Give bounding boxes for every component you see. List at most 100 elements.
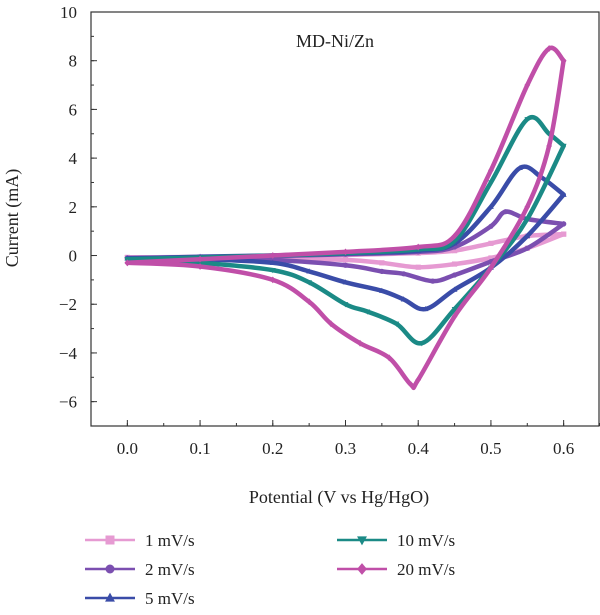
- data-point: [306, 268, 313, 274]
- y-tick-label: 6: [69, 100, 78, 119]
- x-tick-label: 0.3: [335, 439, 356, 458]
- data-point: [386, 354, 392, 362]
- y-tick-label: 8: [69, 52, 78, 71]
- data-point: [488, 240, 494, 246]
- legend-label: 1 mV/s: [145, 531, 195, 550]
- legend-marker: [357, 563, 367, 575]
- data-point: [524, 232, 531, 239]
- data-point: [364, 309, 371, 315]
- cathodic-curve: [125, 143, 566, 346]
- data-point: [197, 263, 203, 270]
- data-point: [561, 231, 567, 237]
- data-point: [524, 245, 530, 251]
- x-tick-label: 0.4: [408, 439, 430, 458]
- data-point: [488, 203, 494, 209]
- chart-annotation: MD-Ni/Zn: [296, 31, 374, 51]
- data-point: [488, 180, 494, 186]
- data-point: [560, 191, 567, 197]
- data-point: [560, 57, 567, 65]
- data-point: [342, 302, 349, 308]
- data-point: [561, 221, 567, 227]
- legend-label: 20 mV/s: [397, 560, 455, 579]
- legend-label: 2 mV/s: [145, 560, 195, 579]
- data-point: [488, 166, 494, 174]
- data-point: [451, 286, 458, 292]
- y-tick-label: 4: [69, 149, 78, 168]
- legend-label: 5 mV/s: [145, 589, 195, 608]
- data-point: [357, 339, 363, 347]
- data-point: [451, 272, 458, 278]
- x-tick-label: 0.5: [480, 439, 501, 458]
- x-tick-label: 0.1: [189, 439, 210, 458]
- y-tick-label: 2: [69, 198, 78, 217]
- anodic-curve: [125, 45, 566, 266]
- data-point: [488, 223, 494, 229]
- anodic-curve: [125, 164, 566, 261]
- data-point: [342, 279, 349, 285]
- data-point: [451, 232, 458, 240]
- data-point: [269, 252, 276, 259]
- y-tick-label: 10: [60, 3, 77, 22]
- y-tick-label: 0: [69, 247, 78, 266]
- data-point: [401, 271, 407, 277]
- series-2-mv-s: [124, 209, 567, 284]
- y-tick-label: −4: [59, 344, 78, 363]
- data-point: [451, 307, 458, 313]
- legend-marker: [105, 535, 115, 545]
- legend-item: 5 mV/s: [85, 589, 195, 608]
- data-point: [451, 248, 458, 254]
- data-point: [379, 268, 385, 274]
- data-point: [524, 203, 531, 211]
- data-point: [306, 280, 313, 286]
- data-point: [328, 320, 334, 328]
- x-axis-title: Potential (V vs Hg/HgO): [249, 487, 429, 508]
- data-point: [502, 209, 509, 215]
- legend-item: 2 mV/s: [85, 560, 195, 579]
- data-point: [400, 296, 407, 302]
- series-20-mv-s: [124, 45, 567, 391]
- y-axis-title: Current (mA): [2, 169, 23, 267]
- data-point: [524, 117, 531, 123]
- data-point: [269, 276, 276, 284]
- data-point: [418, 341, 425, 347]
- series-5-mv-s: [124, 164, 567, 312]
- data-point: [488, 255, 494, 261]
- legend-marker: [105, 592, 115, 602]
- data-point: [422, 305, 429, 312]
- x-tick-label: 0.0: [117, 439, 138, 458]
- data-point: [342, 257, 349, 263]
- data-point: [342, 262, 349, 268]
- data-point: [488, 264, 494, 272]
- data-point: [451, 313, 458, 320]
- legend-item: 10 mV/s: [337, 531, 455, 550]
- data-point: [269, 268, 276, 274]
- data-point: [306, 298, 313, 306]
- chart-curves: [124, 45, 567, 391]
- data-point: [546, 45, 552, 52]
- data-point: [378, 287, 385, 293]
- data-point: [430, 278, 436, 284]
- data-point: [269, 259, 276, 265]
- y-tick-label: −6: [59, 393, 77, 412]
- legend-label: 10 mV/s: [397, 531, 455, 550]
- legend-item: 1 mV/s: [85, 531, 195, 550]
- data-point: [524, 216, 531, 223]
- chart-legend: 1 mV/s 2 mV/s 5 mV/s 10 mV/s 20 mV/s: [85, 531, 455, 608]
- data-point: [517, 164, 523, 170]
- x-tick-label: 0.2: [262, 439, 283, 458]
- data-point: [393, 321, 400, 327]
- y-tick-label: −2: [59, 295, 77, 314]
- legend-item: 20 mV/s: [337, 560, 455, 579]
- data-point: [415, 264, 421, 270]
- legend-marker: [357, 536, 367, 546]
- data-point: [197, 255, 203, 263]
- data-point: [379, 260, 385, 266]
- chart-axes: 0.0 0.1 0.2 0.3 0.4 0.5 0.6 −6 −4 −2 0 2 4 6 8 10: [59, 3, 600, 458]
- data-point: [524, 81, 531, 89]
- x-tick-label: 0.6: [553, 439, 574, 458]
- data-point: [342, 248, 349, 256]
- data-point: [415, 243, 422, 251]
- data-point: [408, 381, 414, 388]
